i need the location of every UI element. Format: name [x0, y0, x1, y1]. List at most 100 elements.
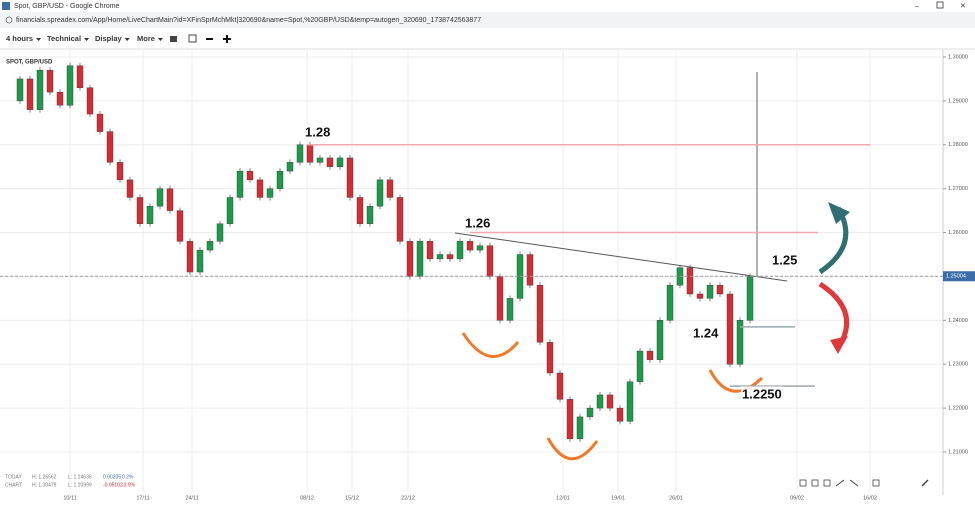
overlays [307, 72, 870, 461]
candle [106, 131, 114, 163]
candle [266, 188, 274, 198]
site-icon [5, 16, 13, 24]
annotation: 1.24 [693, 325, 719, 340]
candle [626, 381, 634, 422]
url[interactable]: financials.spreadex.com/App/Home/LiveCha… [16, 17, 481, 24]
current-price-label: 1.25004 [946, 274, 966, 280]
candle [706, 285, 714, 299]
stat: 0.00205 [103, 474, 121, 480]
stat: H: 1.25562 [32, 474, 57, 480]
candle [486, 245, 494, 277]
tool[interactable] [849, 479, 859, 487]
candle [346, 157, 354, 198]
candle [156, 188, 164, 207]
candle [596, 394, 604, 409]
head-arc [546, 437, 599, 461]
annotation: 1.2250 [742, 386, 782, 401]
stat: CHART [5, 482, 22, 488]
candle [236, 170, 244, 198]
candle [176, 210, 184, 242]
candle [136, 197, 144, 224]
candle [206, 241, 214, 251]
candle [646, 350, 654, 361]
candle [246, 170, 254, 181]
down-arrow [818, 281, 850, 347]
candle [286, 162, 294, 172]
menu[interactable]: Display [95, 34, 123, 43]
y-tick-label: 1.23000 [948, 362, 968, 368]
candle [546, 342, 554, 374]
candle [716, 285, 724, 295]
tool[interactable] [872, 479, 880, 487]
menu-caret [36, 38, 42, 41]
tool[interactable] [799, 479, 807, 487]
close[interactable]: ✕ [960, 3, 966, 10]
candle [46, 69, 54, 93]
zoom-in[interactable] [223, 35, 231, 43]
candle [76, 65, 84, 88]
candle [186, 241, 194, 273]
x-tick-label: 12/01 [556, 495, 570, 501]
stat: 0.2% [122, 474, 134, 480]
current-price-box [943, 271, 975, 282]
candle [466, 241, 474, 251]
candle [26, 78, 34, 110]
drawing-tools [799, 479, 929, 487]
candle [476, 245, 484, 251]
y-tick-label: 1.21000 [948, 449, 968, 455]
menu[interactable]: 4 hours [6, 34, 33, 43]
x-tick-label: 16/02 [863, 495, 877, 501]
toolbar [0, 28, 975, 49]
candle [746, 276, 754, 321]
candle [416, 241, 424, 277]
save-icon[interactable] [188, 34, 197, 43]
pen-tool[interactable] [921, 479, 929, 487]
x-tick-label: 24/11 [185, 495, 198, 501]
tool[interactable] [835, 479, 845, 487]
candle [726, 293, 734, 365]
stat: -0.05102 [103, 482, 123, 488]
candle [586, 407, 594, 418]
annotation: 1.26 [465, 215, 490, 230]
tool[interactable] [823, 479, 831, 487]
shoulder-arc [708, 369, 764, 393]
candle [166, 188, 174, 211]
candle [226, 197, 234, 224]
candle [656, 320, 664, 361]
x-tick-label: 17/11 [136, 495, 149, 501]
candle [56, 91, 64, 106]
open-icon[interactable] [170, 36, 177, 42]
candle [696, 293, 704, 299]
stat: L: 1.24636 [68, 474, 92, 480]
candle [386, 179, 394, 198]
x-tick-label: 22/12 [401, 495, 415, 501]
annotation: 1.28 [305, 124, 330, 139]
candle [616, 407, 624, 422]
shoulder-arc [461, 332, 520, 359]
menu-caret [84, 38, 90, 41]
candle [686, 267, 694, 295]
candle [336, 157, 344, 167]
candle [376, 179, 384, 207]
x-tick-label: 19/01 [611, 495, 625, 501]
title-bar [0, 0, 975, 12]
window-title: Spot, GBP/USD - Google Chrome [14, 3, 120, 10]
menu[interactable]: Technical [47, 34, 81, 43]
maximize[interactable] [936, 1, 944, 9]
tool[interactable] [811, 479, 819, 487]
candle [506, 298, 514, 321]
candle [96, 113, 104, 132]
candle [86, 87, 94, 115]
candle [126, 179, 134, 198]
candle [456, 241, 464, 260]
candle [66, 65, 74, 106]
candle [606, 394, 614, 409]
menu[interactable]: More [137, 34, 155, 43]
minimize[interactable]: – [915, 3, 919, 10]
annotation: 1.25 [772, 252, 797, 267]
x-tick-label: 15/12 [345, 495, 359, 501]
menu-caret [124, 38, 130, 41]
candle [406, 241, 414, 277]
stat: TODAY [5, 474, 22, 480]
